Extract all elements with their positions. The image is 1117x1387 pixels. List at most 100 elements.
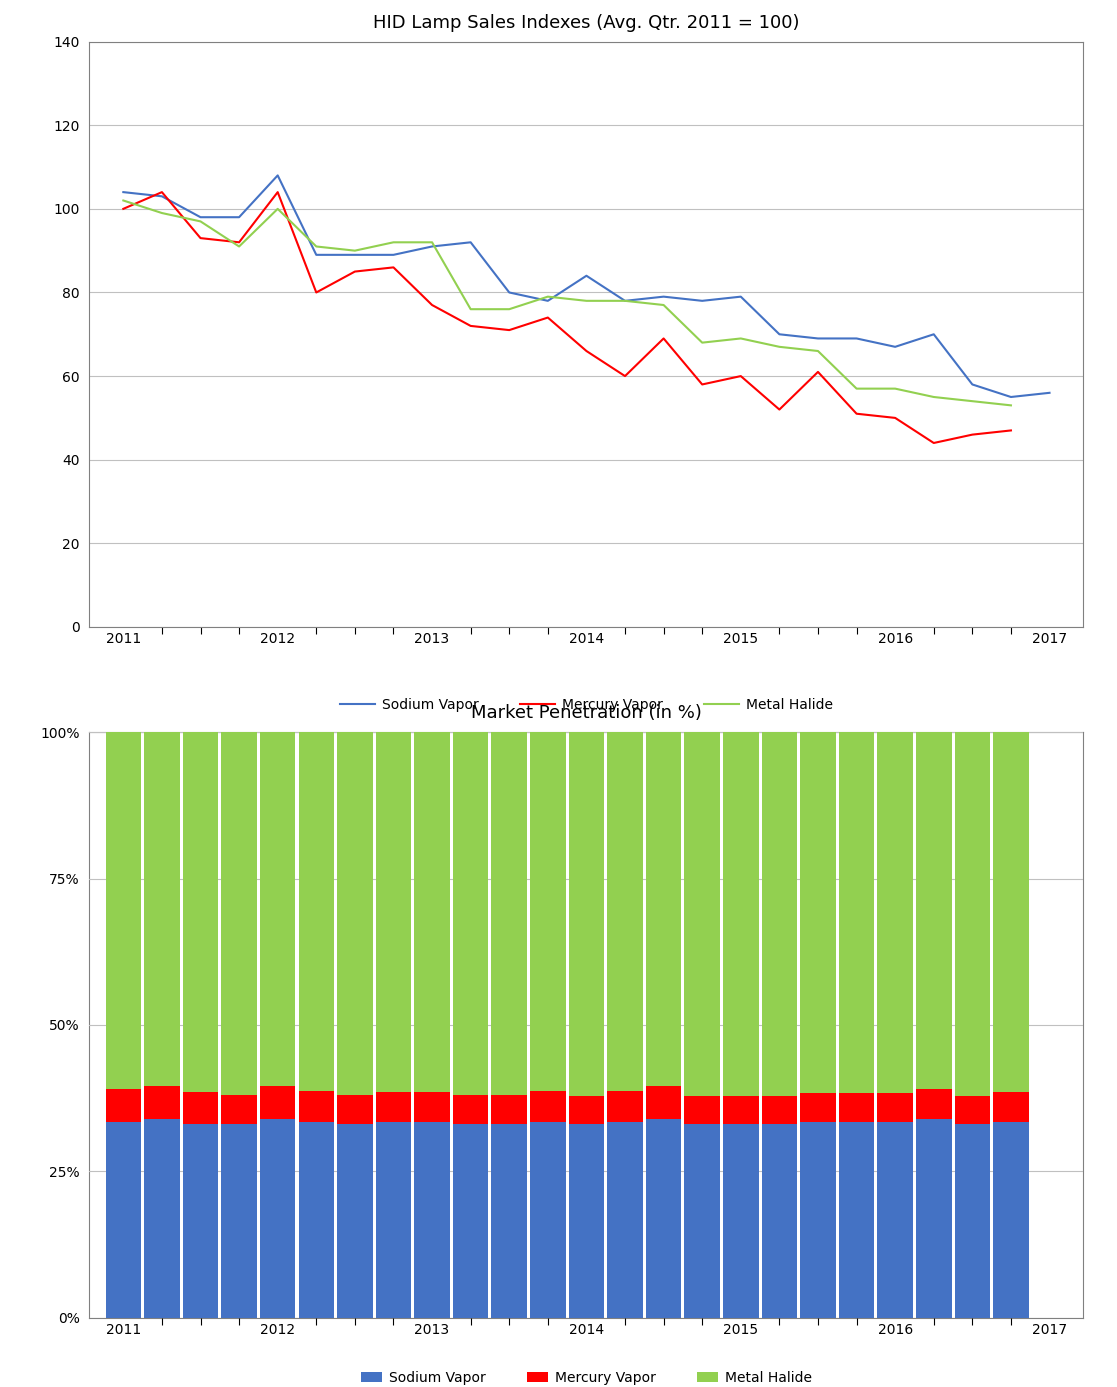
Legend: Sodium Vapor, Mercury Vapor, Metal Halide: Sodium Vapor, Mercury Vapor, Metal Halid… [334, 692, 839, 717]
Legend: Sodium Vapor, Mercury Vapor, Metal Halide: Sodium Vapor, Mercury Vapor, Metal Halid… [355, 1366, 818, 1387]
Sodium Vapor [155, 189, 169, 205]
Bar [762, 732, 798, 1096]
Metal Halide [734, 330, 747, 347]
Metal Halide [657, 297, 670, 313]
Mercury Vapor [811, 363, 824, 380]
Bar [878, 1122, 913, 1318]
Sodium Vapor [888, 338, 901, 355]
Bar [183, 1125, 218, 1318]
Sodium Vapor [194, 209, 208, 226]
Mercury Vapor [734, 368, 747, 384]
Metal Halide [580, 293, 593, 309]
Bar [144, 1086, 180, 1119]
Bar [569, 1096, 604, 1125]
Bar [646, 1086, 681, 1119]
Mercury Vapor [773, 401, 786, 417]
Bar [375, 1122, 411, 1318]
Line: Metal Halide: Metal Halide [123, 201, 1011, 405]
Metal Halide [271, 201, 285, 218]
Metal Halide [888, 380, 901, 397]
Bar [608, 732, 642, 1092]
Metal Halide [927, 388, 941, 405]
Bar [414, 1093, 450, 1122]
Mercury Vapor [155, 184, 169, 201]
Bar [646, 732, 681, 1086]
Bar [993, 732, 1029, 1093]
Mercury Vapor [426, 297, 439, 313]
Sodium Vapor [696, 293, 709, 309]
Metal Halide [503, 301, 516, 318]
Bar [916, 732, 952, 1089]
Mercury Vapor [232, 234, 246, 251]
Bar [106, 732, 141, 1089]
Bar [414, 732, 450, 1093]
Metal Halide [773, 338, 786, 355]
Mercury Vapor [194, 230, 208, 247]
Mercury Vapor [965, 426, 978, 442]
Metal Halide [349, 243, 362, 259]
Metal Halide [619, 293, 632, 309]
Bar [685, 1096, 720, 1125]
Bar [646, 1119, 681, 1318]
Bar [955, 1125, 990, 1318]
Bar [916, 1119, 952, 1318]
Sodium Vapor [580, 268, 593, 284]
Sodium Vapor [1004, 388, 1018, 405]
Bar [685, 1125, 720, 1318]
Metal Halide [386, 234, 400, 251]
Metal Halide [1004, 397, 1018, 413]
Bar [993, 1122, 1029, 1318]
Line: Mercury Vapor: Mercury Vapor [123, 193, 1011, 442]
Bar [298, 732, 334, 1092]
Sodium Vapor [386, 247, 400, 264]
Bar [260, 732, 295, 1086]
Bar [452, 732, 488, 1096]
Bar [337, 1125, 373, 1318]
Sodium Vapor [309, 247, 323, 264]
Mercury Vapor [541, 309, 554, 326]
Bar [221, 732, 257, 1096]
Metal Halide [696, 334, 709, 351]
Bar [993, 1093, 1029, 1122]
Metal Halide [426, 234, 439, 251]
Bar [800, 1093, 836, 1122]
Bar [723, 1096, 758, 1125]
Bar [531, 1092, 565, 1122]
Metal Halide [811, 343, 824, 359]
Bar [839, 732, 875, 1093]
Bar [337, 732, 373, 1096]
Mercury Vapor [349, 264, 362, 280]
Bar [878, 732, 913, 1093]
Sodium Vapor [811, 330, 824, 347]
Bar [260, 1086, 295, 1119]
Bar [375, 732, 411, 1093]
Metal Halide [116, 193, 130, 209]
Sodium Vapor [349, 247, 362, 264]
Bar [491, 1096, 527, 1125]
Bar [569, 1125, 604, 1318]
Bar [878, 1093, 913, 1122]
Bar [839, 1122, 875, 1318]
Line: Sodium Vapor: Sodium Vapor [123, 175, 1050, 397]
Bar [762, 1125, 798, 1318]
Bar [608, 1092, 642, 1122]
Bar [531, 732, 565, 1092]
Bar [144, 732, 180, 1086]
Bar [183, 732, 218, 1093]
Title: Market Penetration (in %): Market Penetration (in %) [471, 705, 701, 723]
Mercury Vapor [580, 343, 593, 359]
Bar [106, 1089, 141, 1122]
Sodium Vapor [464, 234, 477, 251]
Bar [375, 1093, 411, 1122]
Bar [723, 1125, 758, 1318]
Mercury Vapor [888, 409, 901, 426]
Bar [221, 1125, 257, 1318]
Bar [491, 1125, 527, 1318]
Mercury Vapor [850, 405, 863, 422]
Metal Halide [232, 239, 246, 255]
Mercury Vapor [657, 330, 670, 347]
Metal Halide [155, 205, 169, 222]
Bar [955, 732, 990, 1096]
Bar [800, 732, 836, 1093]
Metal Halide [965, 393, 978, 409]
